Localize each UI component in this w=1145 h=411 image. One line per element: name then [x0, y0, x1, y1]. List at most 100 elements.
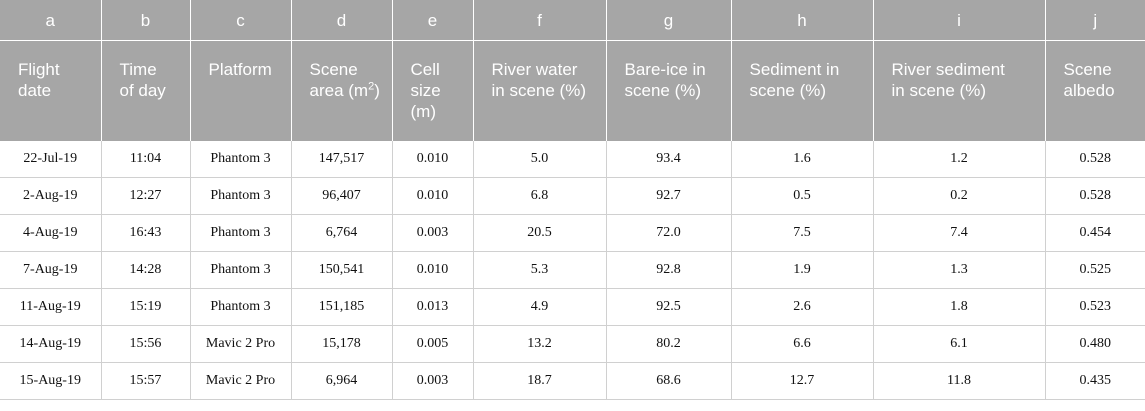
header-river-water: River water in scene (%) [473, 40, 607, 141]
header-line: Platform [208, 60, 272, 79]
header-line: in scene (%) [891, 81, 986, 100]
cell-river-water: 5.0 [473, 140, 607, 178]
cell-bare-ice: 68.6 [606, 362, 732, 400]
header-cell-size: Cell size (m) [392, 40, 474, 141]
table-row: 14-Aug-19 15:56 Mavic 2 Pro 15,178 0.005 13.2… [0, 325, 1145, 363]
header-bare-ice: Bare-ice in scene (%) [606, 40, 732, 141]
cell-river-water: 4.9 [473, 288, 607, 326]
cell-scene-area: 151,185 [291, 288, 393, 326]
cell-sediment: 7.5 [731, 214, 874, 252]
cell-scene-albedo: 0.528 [1045, 140, 1145, 178]
header-line: River sediment [891, 60, 1005, 79]
header-line: area (m [309, 81, 369, 100]
cell-river-sediment: 6.1 [873, 325, 1046, 363]
cell-sediment: 1.6 [731, 140, 874, 178]
cell-bare-ice: 92.7 [606, 177, 732, 215]
header-superscript: 2 [368, 80, 375, 93]
header-line: Flight [18, 60, 60, 79]
cell-platform: Phantom 3 [190, 177, 292, 215]
cell-flight-date: 11-Aug-19 [0, 288, 102, 326]
header-line: Scene [309, 60, 358, 79]
cell-scene-area: 6,964 [291, 362, 393, 400]
cell-scene-albedo: 0.480 [1045, 325, 1145, 363]
column-letter: j [1045, 0, 1145, 41]
header-line: (m) [410, 102, 436, 121]
column-letter-row: a b c d e f g h i j [0, 0, 1145, 41]
cell-scene-albedo: 0.454 [1045, 214, 1145, 252]
column-letter: c [190, 0, 292, 41]
header-flight-date: Flight date [0, 40, 102, 141]
cell-scene-albedo: 0.435 [1045, 362, 1145, 400]
cell-scene-area: 150,541 [291, 251, 393, 289]
column-letter: i [873, 0, 1046, 41]
cell-scene-albedo: 0.528 [1045, 177, 1145, 215]
cell-river-sediment: 1.3 [873, 251, 1046, 289]
cell-flight-date: 4-Aug-19 [0, 214, 102, 252]
cell-bare-ice: 92.8 [606, 251, 732, 289]
cell-scene-albedo: 0.525 [1045, 251, 1145, 289]
column-letter: a [0, 0, 102, 41]
header-line: scene (%) [749, 81, 827, 100]
cell-time-of-day: 14:28 [101, 251, 191, 289]
cell-river-sediment: 1.2 [873, 140, 1046, 178]
table-row: 7-Aug-19 14:28 Phantom 3 150,541 0.010 5.3 92.… [0, 251, 1145, 289]
cell-cell-size: 0.010 [392, 251, 474, 289]
cell-time-of-day: 12:27 [101, 177, 191, 215]
cell-river-water: 6.8 [473, 177, 607, 215]
cell-river-water: 20.5 [473, 214, 607, 252]
header-line: Scene [1063, 60, 1112, 79]
header-line: size [410, 81, 441, 100]
cell-river-water: 18.7 [473, 362, 607, 400]
column-letter: d [291, 0, 393, 41]
cell-bare-ice: 92.5 [606, 288, 732, 326]
cell-cell-size: 0.003 [392, 214, 474, 252]
cell-time-of-day: 16:43 [101, 214, 191, 252]
data-table: a b c d e f g h i j Flight date Time of … [0, 0, 1145, 400]
header-scene-area: Scene area (m2) [291, 40, 393, 141]
cell-river-sediment: 1.8 [873, 288, 1046, 326]
cell-sediment: 6.6 [731, 325, 874, 363]
cell-sediment: 12.7 [731, 362, 874, 400]
table-body: 22-Jul-19 11:04 Phantom 3 147,517 0.010 5.0 93… [0, 140, 1145, 400]
header-time-of-day: Time of day [101, 40, 191, 141]
column-letter: e [392, 0, 474, 41]
column-letter: g [606, 0, 732, 41]
header-line: Sediment in [749, 60, 840, 79]
cell-scene-area: 96,407 [291, 177, 393, 215]
cell-bare-ice: 72.0 [606, 214, 732, 252]
cell-time-of-day: 15:56 [101, 325, 191, 363]
header-line: in scene (%) [491, 81, 586, 100]
header-line: scene (%) [624, 81, 702, 100]
header-line: River water [491, 60, 578, 79]
cell-river-sediment: 7.4 [873, 214, 1046, 252]
header-river-sediment: River sediment in scene (%) [873, 40, 1046, 141]
cell-sediment: 1.9 [731, 251, 874, 289]
column-letter: b [101, 0, 191, 41]
cell-platform: Phantom 3 [190, 288, 292, 326]
table-row: 22-Jul-19 11:04 Phantom 3 147,517 0.010 5.0 93… [0, 140, 1145, 178]
cell-flight-date: 22-Jul-19 [0, 140, 102, 178]
cell-cell-size: 0.010 [392, 140, 474, 178]
cell-platform: Phantom 3 [190, 140, 292, 178]
column-letter: f [473, 0, 607, 41]
table-row: 11-Aug-19 15:19 Phantom 3 151,185 0.013 4.9 92… [0, 288, 1145, 326]
cell-sediment: 0.5 [731, 177, 874, 215]
table-row: 15-Aug-19 15:57 Mavic 2 Pro 6,964 0.003 18.7 6… [0, 362, 1145, 400]
cell-river-water: 13.2 [473, 325, 607, 363]
cell-river-water: 5.3 [473, 251, 607, 289]
cell-scene-area: 6,764 [291, 214, 393, 252]
cell-cell-size: 0.005 [392, 325, 474, 363]
cell-platform: Mavic 2 Pro [190, 362, 292, 400]
cell-cell-size: 0.003 [392, 362, 474, 400]
header-line: ) [374, 81, 380, 100]
cell-sediment: 2.6 [731, 288, 874, 326]
cell-cell-size: 0.013 [392, 288, 474, 326]
cell-bare-ice: 80.2 [606, 325, 732, 363]
cell-scene-albedo: 0.523 [1045, 288, 1145, 326]
cell-time-of-day: 15:19 [101, 288, 191, 326]
cell-bare-ice: 93.4 [606, 140, 732, 178]
header-scene-albedo: Scene albedo [1045, 40, 1145, 141]
cell-cell-size: 0.010 [392, 177, 474, 215]
table-row: 4-Aug-19 16:43 Phantom 3 6,764 0.003 20.5 72.0… [0, 214, 1145, 252]
table-row: 2-Aug-19 12:27 Phantom 3 96,407 0.010 6.8 92.7… [0, 177, 1145, 215]
